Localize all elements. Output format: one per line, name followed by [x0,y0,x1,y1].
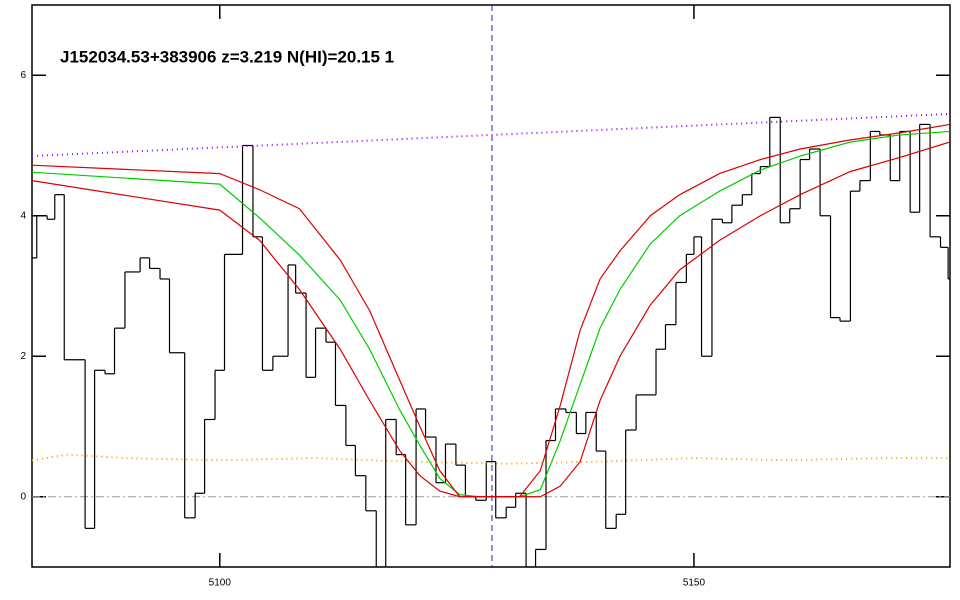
chart-title: J152034.53+383906 z=3.219 N(HI)=20.15 1 [60,47,394,66]
model-curve [32,130,950,498]
model-curve [32,141,950,498]
flux-steps [32,116,950,567]
dotted-curve [32,112,950,158]
y-tick-label: 6 [20,70,26,81]
y-tick-label: 0 [20,491,26,502]
y-tick-label: 2 [20,351,26,362]
y-tick-label: 4 [20,210,26,221]
x-tick-label: 5100 [209,578,232,589]
dotted-curve [32,453,950,465]
plot-frame [31,4,951,568]
x-tick-label: 5150 [683,578,706,589]
model-curve [32,123,950,498]
